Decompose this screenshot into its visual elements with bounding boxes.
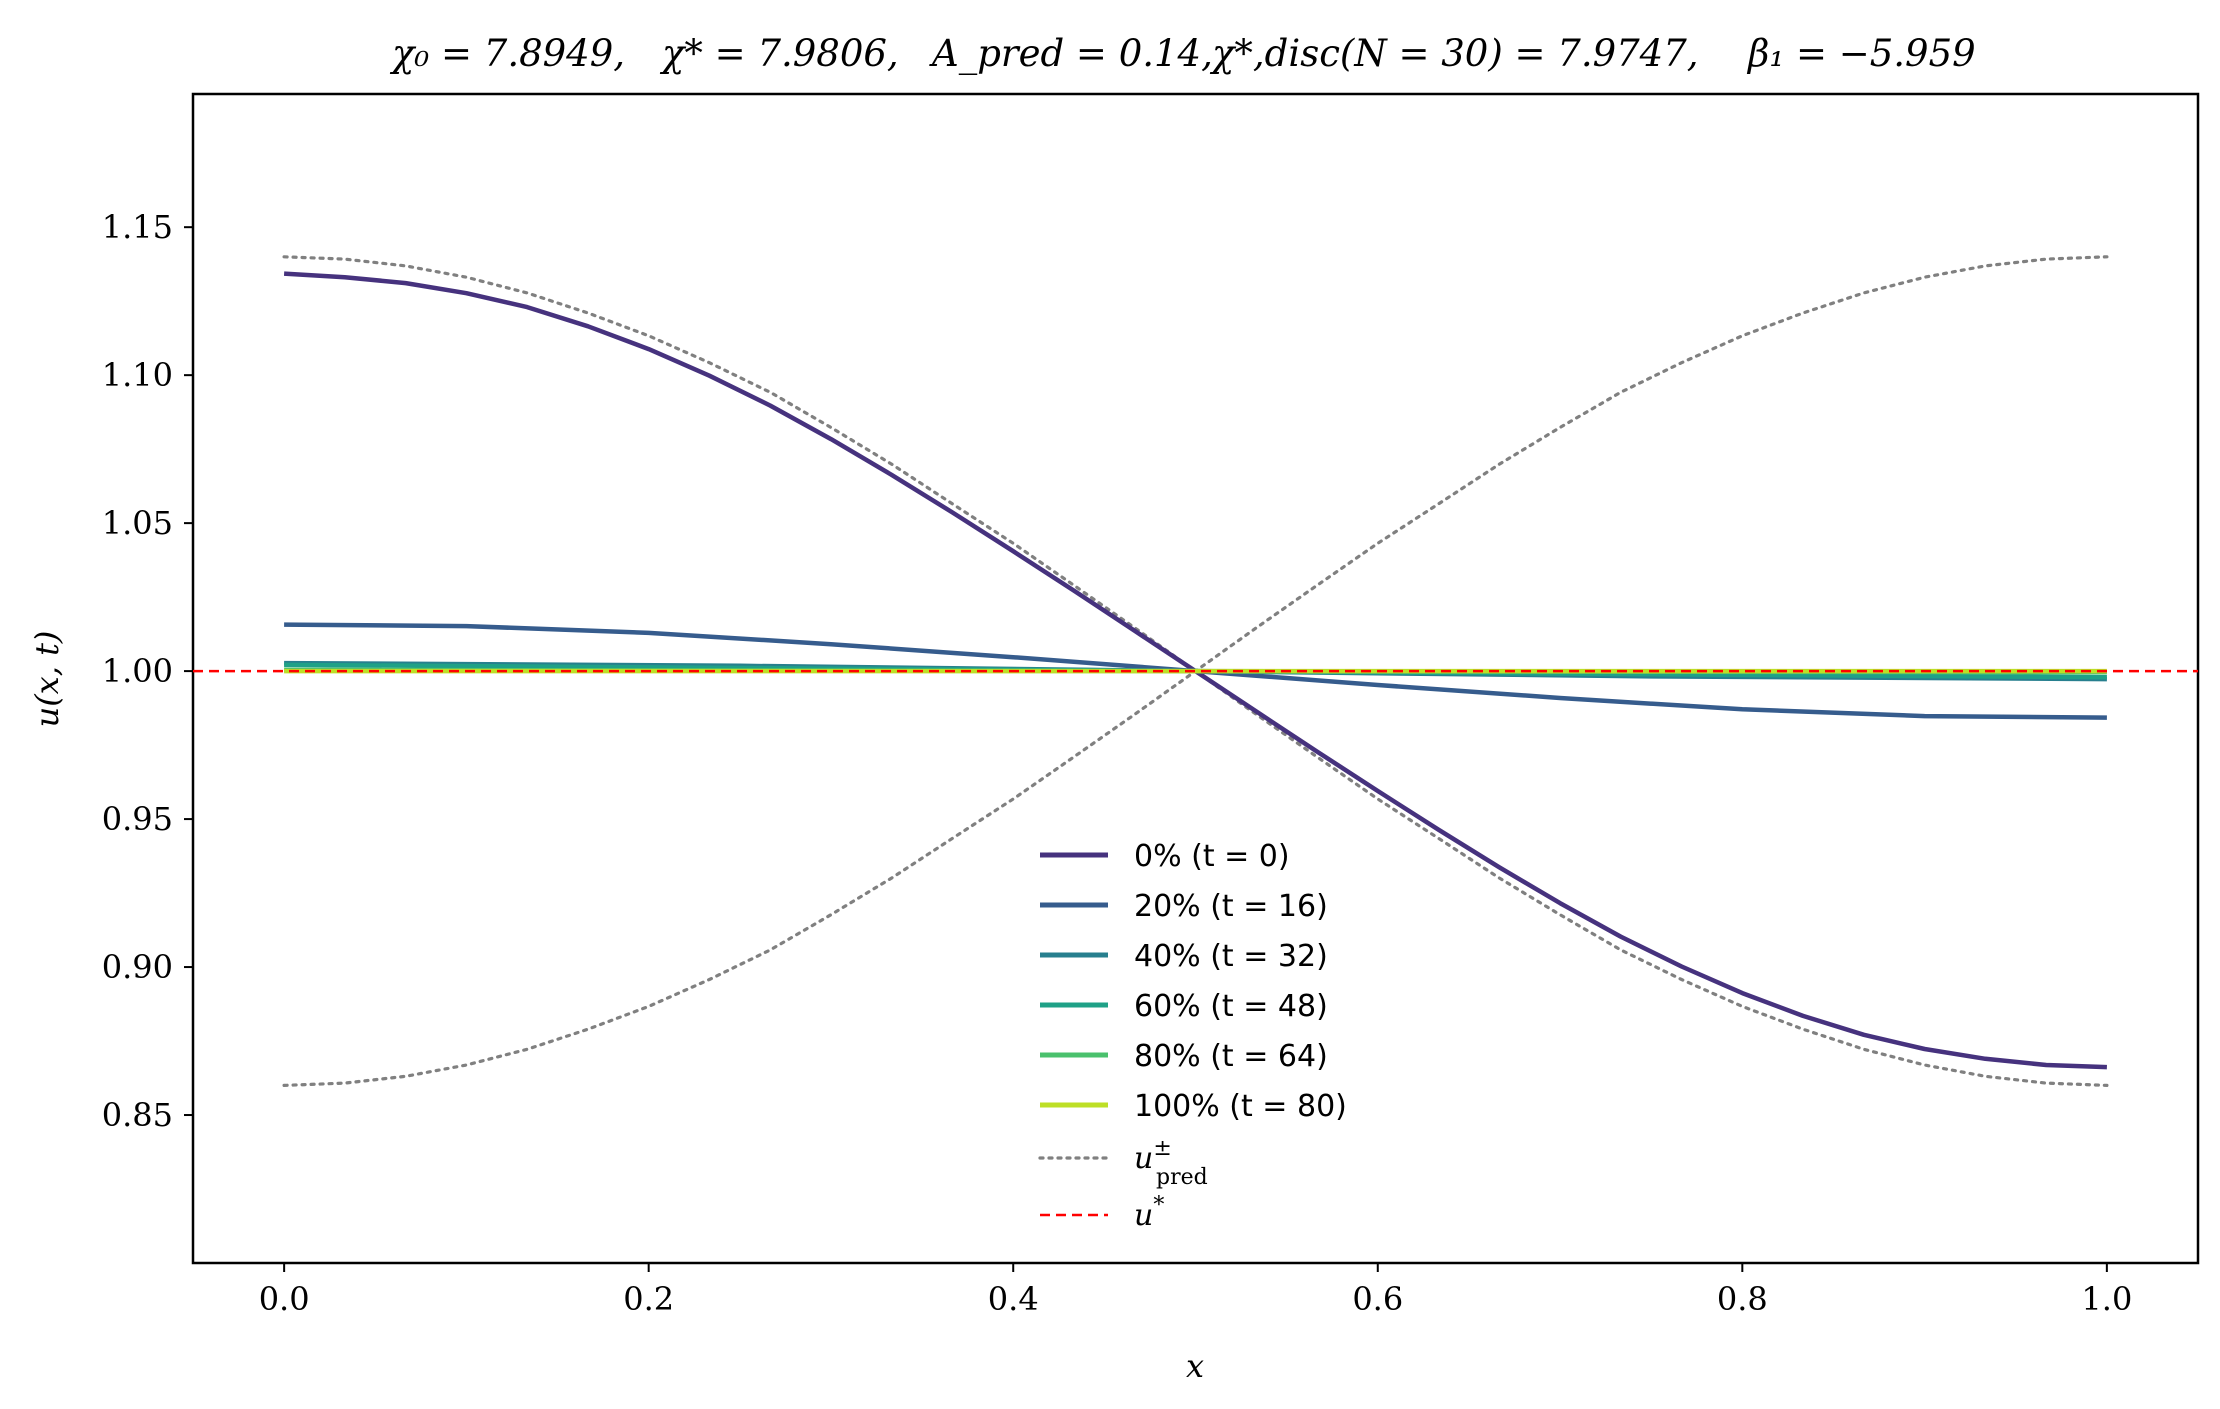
legend-label-main: u [1134, 1141, 1153, 1176]
y-tick-label: 0.95 [102, 800, 173, 838]
y-tick-label: 0.90 [102, 948, 173, 986]
title-apred: A_pred = 0.14, [929, 32, 1213, 76]
plot-series [193, 255, 2198, 1088]
legend-label: u± pred [1134, 1136, 1208, 1190]
x-tick-label: 0.8 [1717, 1280, 1768, 1318]
plot-frame [191, 92, 2200, 1265]
legend-label: 60% (t = 48) [1134, 989, 1328, 1024]
legend-label: 100% (t = 80) [1134, 1089, 1347, 1124]
legend-label: 80% (t = 64) [1134, 1039, 1328, 1074]
legend-label: 0% (t = 0) [1134, 839, 1290, 874]
y-tick-label: 1.10 [102, 356, 173, 394]
y-tick-label: 0.85 [102, 1096, 173, 1134]
title-chi0: χ₀ = 7.8949, [389, 32, 625, 75]
legend-label-main: u [1134, 1198, 1153, 1233]
legend-label-sup: * [1153, 1193, 1164, 1218]
x-axis-label: x [1186, 1347, 1204, 1385]
y-tick-label: 1.00 [102, 652, 173, 690]
legend-label: u* [1134, 1193, 1164, 1233]
legend-label-sup: ± [1153, 1136, 1171, 1161]
x-tick-label: 0.4 [988, 1280, 1039, 1318]
legend-label: 20% (t = 16) [1134, 889, 1328, 924]
chart-title: χ₀ = 7.8949, χ* = 7.9806, A_pred = 0.14,… [389, 32, 1976, 76]
y-axis-label: u(x, t) [28, 631, 66, 728]
legend-label: 40% (t = 32) [1134, 939, 1328, 974]
title-chidisc: χ*,disc(N = 30) = 7.9747, [1209, 32, 1699, 75]
title-chistar: χ* = 7.9806, [659, 32, 899, 75]
ticks: 0.0 0.2 0.4 0.6 0.8 1.0 0.85 0.90 0.95 1.00 1.05 1.… [102, 208, 2133, 1318]
legend-label-sub: pred [1156, 1165, 1208, 1190]
title-beta1: β₁ = −5.959 [1746, 32, 1976, 75]
x-tick-label: 0.0 [259, 1280, 310, 1318]
x-tick-label: 1.0 [2081, 1280, 2132, 1318]
x-tick-label: 0.6 [1352, 1280, 1403, 1318]
x-tick-label: 0.2 [623, 1280, 674, 1318]
legend: 0% (t = 0) 20% (t = 16) 40% (t = 32) 60% (t… [1038, 839, 1347, 1233]
y-tick-label: 1.05 [102, 504, 173, 542]
y-tick-label: 1.15 [102, 208, 173, 246]
